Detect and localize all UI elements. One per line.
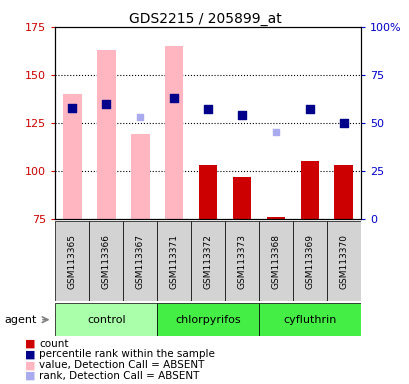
Text: agent: agent — [4, 314, 36, 325]
Text: GSM113365: GSM113365 — [67, 233, 76, 289]
Bar — [334, 165, 352, 219]
Bar — [55, 303, 157, 336]
Point — [103, 101, 109, 107]
Point — [340, 120, 346, 126]
Bar — [157, 303, 258, 336]
Point — [69, 104, 75, 111]
Text: percentile rank within the sample: percentile rank within the sample — [39, 349, 214, 359]
Bar — [130, 134, 149, 219]
Bar — [164, 46, 183, 219]
Text: GSM113368: GSM113368 — [271, 233, 280, 289]
Text: value, Detection Call = ABSENT: value, Detection Call = ABSENT — [39, 360, 204, 370]
Text: GSM113371: GSM113371 — [169, 233, 178, 289]
Text: GSM113367: GSM113367 — [135, 233, 144, 289]
Bar — [198, 165, 217, 219]
Text: ■: ■ — [25, 339, 35, 349]
Bar — [300, 161, 319, 219]
Text: GSM113369: GSM113369 — [305, 233, 314, 289]
Point — [171, 95, 177, 101]
Text: ■: ■ — [25, 360, 35, 370]
Text: count: count — [39, 339, 68, 349]
Text: cyfluthrin: cyfluthrin — [283, 314, 336, 325]
Bar — [232, 177, 251, 219]
Text: chlorpyrifos: chlorpyrifos — [175, 314, 240, 325]
Bar — [292, 221, 326, 301]
Bar — [123, 221, 157, 301]
Text: rank, Detection Call = ABSENT: rank, Detection Call = ABSENT — [39, 371, 199, 381]
Bar — [258, 303, 360, 336]
Bar — [191, 221, 225, 301]
Text: ■: ■ — [25, 371, 35, 381]
Bar — [326, 221, 360, 301]
Bar — [55, 221, 89, 301]
Point — [103, 101, 109, 107]
Bar — [225, 221, 258, 301]
Text: GSM113372: GSM113372 — [203, 234, 212, 288]
Text: GSM113366: GSM113366 — [101, 233, 110, 289]
Text: GSM113373: GSM113373 — [237, 233, 246, 289]
Bar — [266, 217, 285, 219]
Text: control: control — [87, 314, 125, 325]
Text: GDS2215 / 205899_at: GDS2215 / 205899_at — [128, 12, 281, 25]
Bar — [157, 221, 191, 301]
Point — [306, 106, 312, 113]
Bar — [89, 221, 123, 301]
Point — [171, 95, 177, 101]
Bar — [258, 221, 292, 301]
Bar — [97, 50, 115, 219]
Bar — [63, 94, 81, 219]
Text: GSM113370: GSM113370 — [339, 233, 348, 289]
Point — [137, 114, 143, 120]
Point — [272, 129, 279, 136]
Point — [238, 112, 245, 118]
Text: ■: ■ — [25, 349, 35, 359]
Point — [204, 106, 211, 113]
Point — [69, 106, 75, 113]
